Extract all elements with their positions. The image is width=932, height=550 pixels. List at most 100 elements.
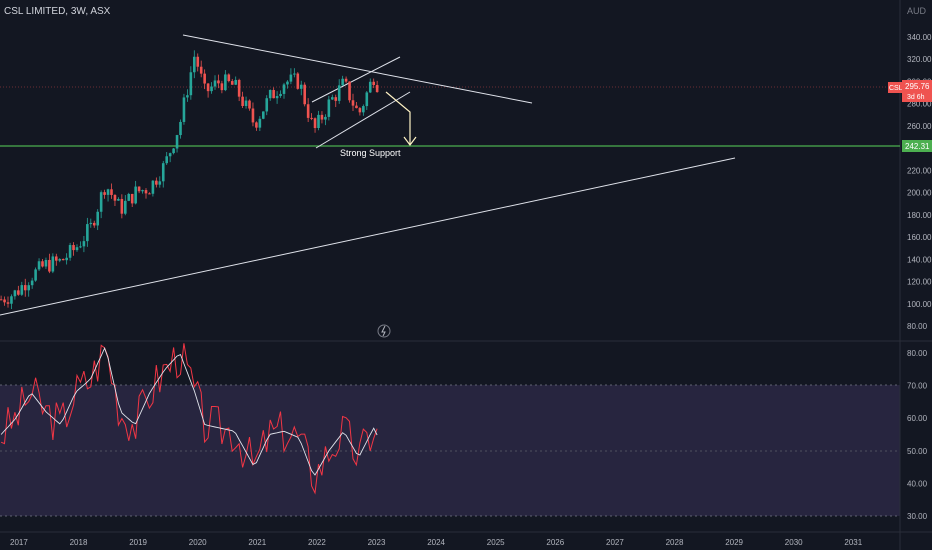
candle-body [161, 163, 165, 182]
candle-body [237, 79, 241, 97]
time-tick-label: 2030 [785, 538, 803, 547]
candle-body [255, 122, 258, 128]
time-axis: 2017 2018 2019 2020 2021 2022 2023 2024 2025 2026… [10, 538, 863, 547]
candle-body [158, 181, 162, 185]
candle-body [23, 285, 27, 291]
candle-body [275, 96, 279, 99]
candle-body [368, 81, 372, 93]
price-tick-label: 200.00 [907, 189, 932, 198]
candle-body [289, 74, 293, 82]
time-tick-label: 2028 [666, 538, 684, 547]
time-tick-label: 2022 [308, 538, 326, 547]
channel-lower [315, 91, 411, 149]
svg-text:295.76: 295.76 [905, 82, 930, 91]
candle-body [68, 245, 72, 258]
candle-body [362, 106, 365, 113]
candle-body [375, 85, 379, 93]
candle-body [331, 97, 334, 100]
candle-body [41, 261, 44, 267]
lightning-icon[interactable] [377, 324, 391, 338]
candle-body [113, 194, 117, 201]
candle-body [258, 118, 262, 128]
rsi-tick-label: 60.00 [907, 414, 928, 423]
svg-text:CSL: CSL [889, 85, 903, 92]
candle-body [199, 66, 203, 74]
candle-body [151, 180, 155, 194]
candle-body [341, 78, 344, 86]
candle-body [179, 121, 182, 136]
candle-body [279, 93, 282, 97]
candle-body [234, 79, 237, 85]
candle-body [110, 189, 113, 195]
candle-body [144, 190, 148, 194]
candle-body [44, 259, 48, 267]
candle-body [320, 114, 324, 120]
time-tick-label: 2025 [487, 538, 505, 547]
rsi-tick-label: 30.00 [907, 512, 928, 521]
candle-body [155, 180, 158, 185]
chart-title: CSL LIMITED, 3W, ASX [4, 6, 111, 17]
candle-body [310, 117, 313, 119]
candle-body [365, 92, 369, 107]
candle-body [103, 192, 106, 195]
candle-body [106, 189, 110, 195]
candle-body [48, 259, 51, 272]
candles [0, 50, 379, 309]
candle-body [224, 74, 227, 91]
candle-body [355, 105, 358, 109]
candle-body [189, 72, 193, 96]
candle-body [27, 285, 30, 291]
candle-body [51, 256, 55, 272]
candle-body [127, 193, 131, 201]
rsi-band [0, 385, 900, 516]
time-tick-label: 2029 [725, 538, 743, 547]
candle-body [65, 257, 68, 261]
price-tick-label: 260.00 [907, 122, 932, 131]
candle-body [20, 285, 24, 295]
time-tick-label: 2019 [129, 538, 147, 547]
candle-body [265, 98, 269, 112]
candle-body [351, 100, 355, 106]
candle-body [34, 269, 37, 281]
candle-body [282, 84, 286, 94]
candle-body [327, 99, 331, 117]
candle-body [203, 73, 206, 84]
rsi-tick-label: 80.00 [907, 349, 928, 358]
candle-body [268, 90, 272, 99]
candle-body [72, 245, 75, 251]
candle-body [117, 198, 120, 201]
candle-body [306, 104, 310, 118]
price-tick-label: 160.00 [907, 233, 932, 242]
projection-arrow [385, 91, 411, 144]
candle-body [186, 95, 189, 98]
price-tick-label: 180.00 [907, 211, 932, 220]
candle-body [244, 100, 248, 107]
candle-body [217, 80, 220, 84]
candle-body [213, 80, 217, 87]
price-tick-label: 100.00 [907, 300, 932, 309]
candle-body [148, 193, 151, 195]
candle-body [120, 198, 124, 214]
symbol-badge: CSL [888, 82, 903, 93]
candle-body [3, 299, 6, 303]
price-axis: 340.00320.00300.00280.00260.00240.00220.… [907, 33, 932, 331]
candle-body [86, 224, 89, 242]
last-price-badge: 295.76 3d 6h [902, 80, 932, 102]
rsi-tick-label: 50.00 [907, 447, 928, 456]
candle-body [220, 83, 224, 91]
time-tick-label: 2018 [70, 538, 88, 547]
candle-body [372, 81, 375, 86]
rsi-axis: 80.00 70.00 60.00 50.00 40.00 30.00 [907, 349, 928, 521]
candle-body [6, 302, 10, 304]
candle-body [82, 241, 86, 247]
price-tick-label: 120.00 [907, 278, 932, 287]
candle-body [165, 156, 168, 164]
candle-body [55, 256, 58, 261]
candle-body [172, 148, 175, 154]
channel-upper [311, 56, 401, 103]
candle-body [168, 153, 172, 157]
price-tick-label: 280.00 [907, 100, 932, 109]
time-tick-label: 2023 [368, 538, 386, 547]
price-tick-label: 320.00 [907, 55, 932, 64]
